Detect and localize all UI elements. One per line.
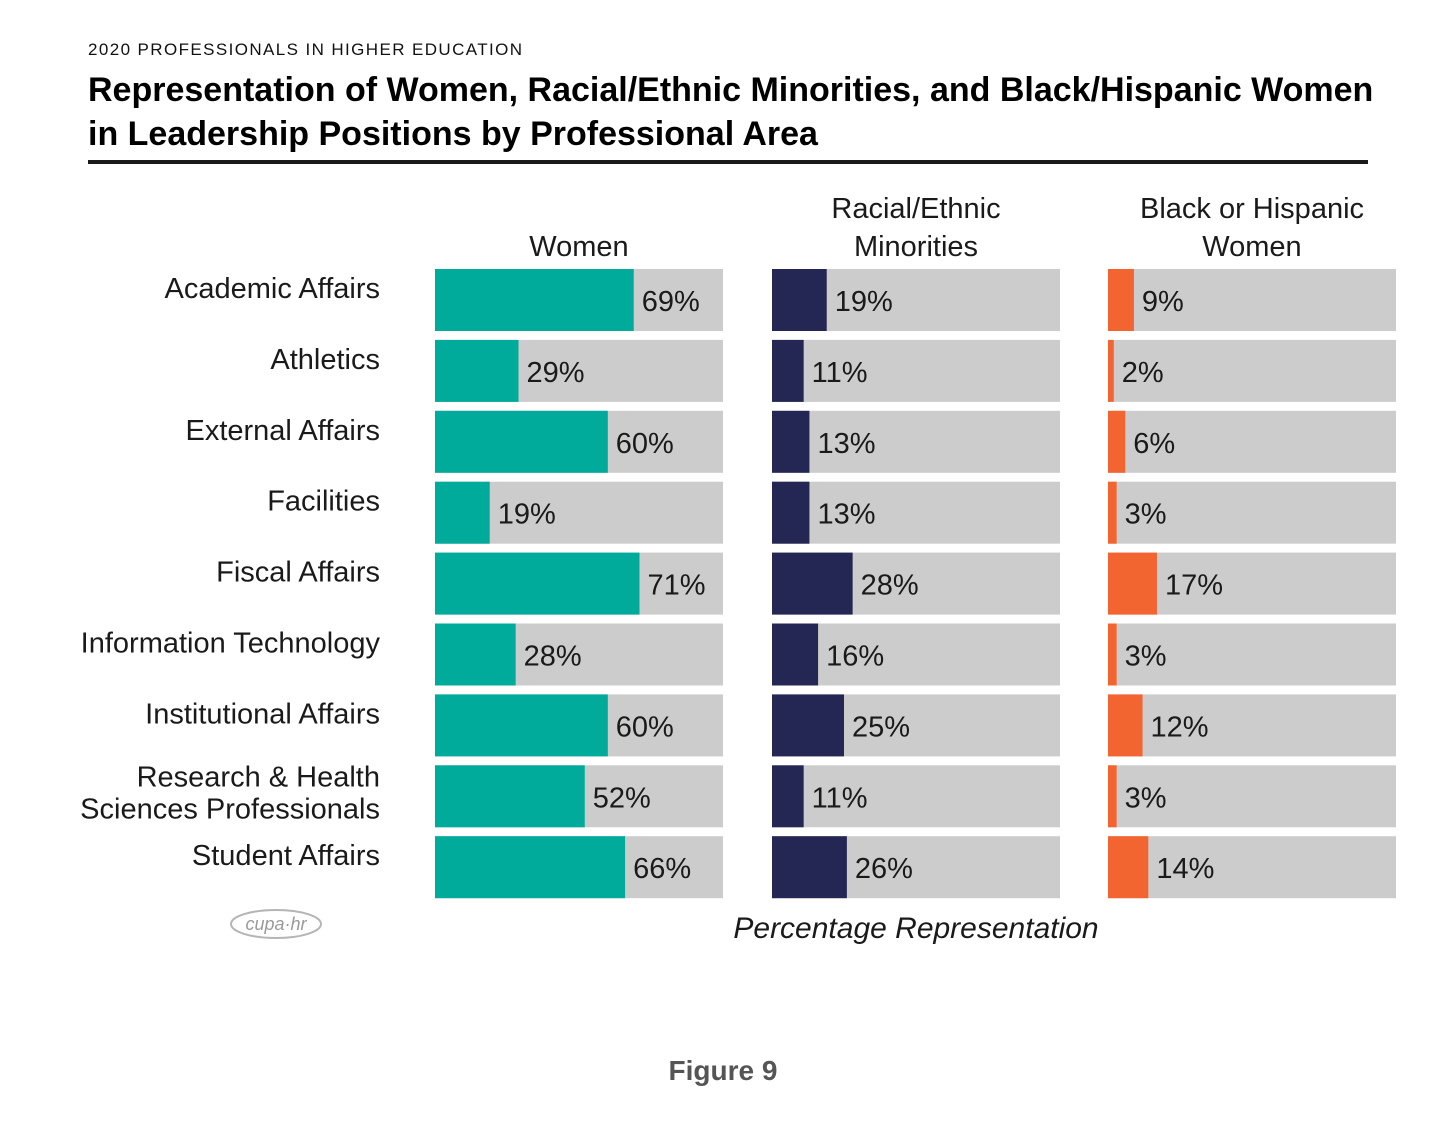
series-header-2: Minorities [854, 231, 978, 263]
x-axis-label: Percentage Representation [733, 912, 1098, 945]
data-label: 11% [812, 782, 868, 814]
category-label: Sciences Professionals [80, 793, 380, 825]
category-label: Academic Affairs [165, 273, 380, 305]
bar [435, 623, 516, 686]
bar [435, 694, 608, 757]
data-label: 2% [1122, 357, 1164, 389]
bar [435, 836, 626, 899]
title-rule [88, 160, 1368, 164]
bar [1108, 765, 1117, 828]
bar-track [772, 339, 1060, 402]
data-label: 3% [1125, 782, 1167, 814]
data-label: 71% [647, 570, 705, 602]
series-header-1: Women [529, 231, 628, 263]
category-label: Fiscal Affairs [216, 557, 380, 589]
bar [772, 836, 847, 899]
bar [772, 481, 810, 544]
bar [435, 269, 634, 331]
data-label: 26% [855, 853, 913, 885]
bar-track [772, 765, 1060, 828]
bar-track [1108, 269, 1396, 331]
chart-title: Representation of Women, Racial/Ethnic M… [88, 71, 1374, 153]
series-header-3: Women [1202, 231, 1301, 263]
category-label: Research & Health [137, 761, 380, 793]
data-label: 16% [826, 641, 884, 673]
report-kicker: 2020 PROFESSIONALS IN HIGHER EDUCATION [88, 40, 524, 59]
bar-track [1108, 836, 1396, 899]
data-label: 66% [633, 853, 691, 885]
bar [1108, 339, 1114, 402]
series-header-3: Black or Hispanic [1140, 193, 1364, 225]
bar-track [1108, 481, 1396, 544]
bar [772, 269, 827, 331]
bar-track [1108, 410, 1396, 473]
bar [1108, 694, 1143, 757]
data-label: 52% [593, 782, 651, 814]
bar [435, 339, 519, 402]
data-label: 19% [498, 499, 556, 531]
category-label: Student Affairs [192, 840, 380, 872]
data-label: 29% [527, 357, 585, 389]
data-label: 3% [1125, 499, 1167, 531]
data-label: 28% [524, 641, 582, 673]
data-label: 19% [835, 286, 893, 318]
bar [435, 552, 640, 615]
bar [772, 623, 819, 686]
data-label: 13% [817, 428, 875, 460]
data-label: 11% [812, 357, 868, 389]
bar [1108, 623, 1117, 686]
bar [1108, 836, 1149, 899]
bar [1108, 481, 1117, 544]
bar [772, 552, 853, 615]
category-label: External Affairs [185, 415, 380, 447]
logo-text: cupa·hr [245, 914, 307, 934]
data-label: 28% [861, 570, 919, 602]
cupa-hr-logo: cupa·hr [230, 909, 322, 939]
data-label: 14% [1156, 853, 1214, 885]
data-label: 25% [852, 711, 910, 743]
bar-track [1108, 694, 1396, 757]
data-label: 12% [1151, 711, 1209, 743]
data-label: 60% [616, 428, 674, 460]
bar [1108, 552, 1157, 615]
data-label: 17% [1165, 570, 1223, 602]
category-label: Athletics [270, 344, 380, 376]
data-label: 6% [1133, 428, 1175, 460]
bar-track [1108, 339, 1396, 402]
category-label: Institutional Affairs [145, 698, 380, 730]
bar-track [772, 623, 1060, 686]
data-label: 13% [817, 499, 875, 531]
bar [772, 765, 804, 828]
category-label: Facilities [267, 486, 380, 518]
bar [435, 410, 608, 473]
bar-track [772, 410, 1060, 473]
bar [435, 481, 490, 544]
series-header-2: Racial/Ethnic [831, 193, 1000, 225]
bar [1108, 269, 1134, 331]
figure-label: Figure 9 [668, 1055, 778, 1086]
data-label: 69% [642, 286, 700, 318]
category-label: Information Technology [81, 628, 381, 660]
chart: Women Racial/Ethnic Minorities Black or His… [80, 193, 1396, 945]
data-label: 3% [1125, 641, 1167, 673]
bar-track [772, 481, 1060, 544]
bar [772, 410, 810, 473]
bar [435, 765, 585, 828]
bar [772, 339, 804, 402]
data-label: 9% [1142, 286, 1184, 318]
bar-track [1108, 623, 1396, 686]
bar [772, 694, 844, 757]
bar [1108, 410, 1126, 473]
data-label: 60% [616, 711, 674, 743]
bar-track [1108, 765, 1396, 828]
